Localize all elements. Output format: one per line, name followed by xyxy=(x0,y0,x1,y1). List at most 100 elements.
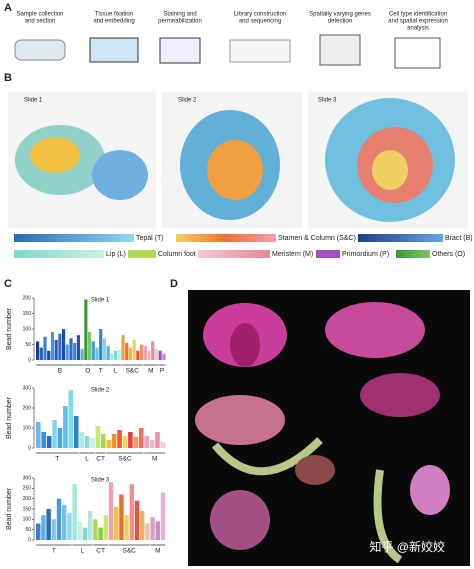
step-label: analysis xyxy=(407,26,429,32)
group-label: M xyxy=(148,368,153,375)
bar xyxy=(73,342,77,360)
bar xyxy=(69,338,73,360)
icon xyxy=(159,37,201,64)
y-tick-label: 300 xyxy=(23,385,32,391)
bar xyxy=(147,350,151,360)
bar xyxy=(41,432,47,448)
bar xyxy=(80,349,84,360)
bar xyxy=(77,521,83,540)
bar xyxy=(106,440,112,448)
y-tick-label: 250 xyxy=(23,486,32,492)
group-label: T xyxy=(55,456,59,463)
step-label: and sequencing xyxy=(239,19,281,25)
group-label: T xyxy=(52,548,56,555)
step-label: detection xyxy=(328,19,352,25)
bar xyxy=(143,346,147,360)
legend-swatch xyxy=(316,250,340,258)
stem xyxy=(211,437,403,564)
slide-label: Slide 3 xyxy=(318,98,337,104)
legend-label: Primordium (P) xyxy=(342,251,389,258)
group-label: O xyxy=(85,368,90,375)
group-label: L xyxy=(81,548,85,555)
bar xyxy=(95,347,99,360)
group-label: CT xyxy=(96,548,105,555)
y-tick-label: 150 xyxy=(23,311,32,317)
bar xyxy=(117,349,121,360)
panel-label: D xyxy=(170,278,178,290)
bar xyxy=(124,515,129,540)
bar xyxy=(62,329,66,360)
y-tick-label: 0 xyxy=(28,445,31,451)
bar xyxy=(128,347,133,360)
y-axis-label: Bead number xyxy=(6,396,13,439)
tissue xyxy=(30,137,80,173)
bar xyxy=(98,527,103,540)
step-label: Sample collection xyxy=(16,12,63,18)
bar xyxy=(91,341,95,360)
bar xyxy=(160,492,166,540)
bar xyxy=(99,329,103,360)
bar xyxy=(145,523,150,540)
panel-label: C xyxy=(4,278,12,290)
legend-label: Meristem (M) xyxy=(272,251,313,258)
y-tick-label: 50 xyxy=(25,342,31,348)
flower xyxy=(325,302,425,358)
bar xyxy=(162,353,166,360)
bar xyxy=(72,484,77,540)
slide-label: Slide 1 xyxy=(24,98,43,104)
step-label: Library construction xyxy=(234,12,286,18)
bar xyxy=(132,339,136,360)
chart-title: Slide 1 xyxy=(91,298,110,304)
bar xyxy=(155,521,161,540)
bar xyxy=(88,332,92,360)
bar xyxy=(63,406,68,448)
bud xyxy=(295,455,335,485)
bar xyxy=(41,515,46,540)
bar xyxy=(39,347,43,360)
flower-parts xyxy=(210,490,270,550)
step-label: and section xyxy=(25,19,56,25)
group-label: M xyxy=(152,456,157,463)
y-tick-label: 200 xyxy=(23,295,32,301)
bar xyxy=(129,484,135,540)
bar xyxy=(68,390,74,448)
legend-swatch xyxy=(396,250,430,258)
slide-images xyxy=(8,92,468,228)
bar xyxy=(88,511,93,540)
legend-swatch xyxy=(128,250,156,258)
bar xyxy=(36,341,40,360)
bar xyxy=(46,436,52,448)
bar xyxy=(103,515,109,540)
y-tick-label: 100 xyxy=(23,425,32,431)
bar xyxy=(154,349,159,360)
icon xyxy=(319,34,361,66)
bar xyxy=(134,500,140,540)
bar xyxy=(52,420,57,448)
group-label: T xyxy=(99,368,103,375)
step-label: Cell type identification xyxy=(389,12,447,18)
legend-label: Lip (L) xyxy=(106,251,126,258)
panel-label: A xyxy=(4,2,12,14)
bar xyxy=(119,494,124,540)
legend-label: Others (O) xyxy=(432,251,465,258)
bar xyxy=(150,517,155,540)
y-tick-label: 50 xyxy=(25,527,31,533)
bar xyxy=(122,436,128,448)
flower xyxy=(410,465,450,515)
y-tick-label: 0 xyxy=(28,537,31,543)
step-label: Tissue fixation xyxy=(95,12,133,18)
chart-title: Slide 3 xyxy=(91,478,110,484)
bar xyxy=(54,339,58,360)
bar xyxy=(101,434,106,448)
bar xyxy=(111,434,117,448)
bar xyxy=(47,350,51,360)
bar xyxy=(36,523,41,540)
icon xyxy=(89,37,139,63)
bar xyxy=(102,338,107,360)
bar xyxy=(84,436,90,448)
bar xyxy=(125,342,129,360)
bar xyxy=(144,436,149,448)
icon xyxy=(394,37,441,69)
bar xyxy=(114,506,119,540)
